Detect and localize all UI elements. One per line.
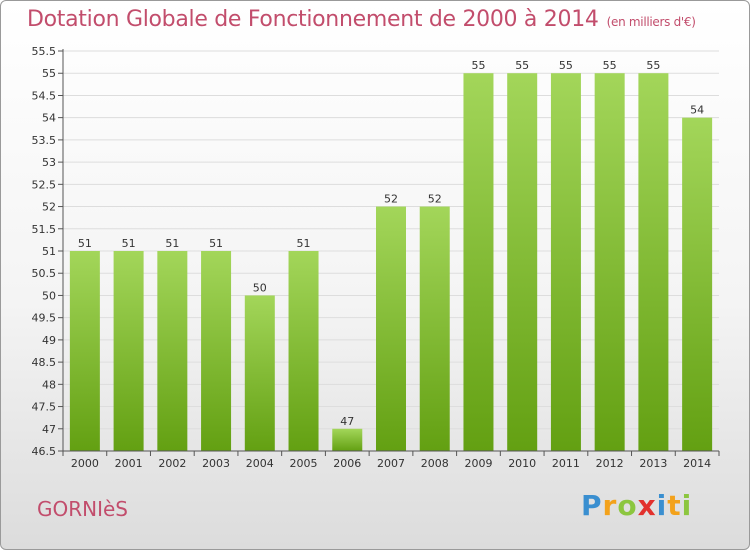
x-tick-label: 2010 xyxy=(508,457,536,470)
axes: 46.5 47 47.5 48 48.5 49 49.5 50 50.5 51 51.5 52 52.5… xyxy=(32,45,720,470)
bar xyxy=(376,206,406,451)
y-tick-label: 55 xyxy=(42,67,56,80)
x-tick-label: 2013 xyxy=(639,457,667,470)
x-tick-label: 2001 xyxy=(115,457,143,470)
bar-value-label: 55 xyxy=(559,59,573,72)
bar-value-label: 50 xyxy=(253,281,267,294)
y-tick-label: 52 xyxy=(42,201,56,214)
x-tick-label: 2006 xyxy=(333,457,361,470)
bar xyxy=(113,251,144,451)
bar xyxy=(201,251,232,451)
x-tick-label: 2005 xyxy=(290,457,318,470)
x-tick-label: 2004 xyxy=(246,457,274,470)
bar-value-label: 55 xyxy=(515,59,529,72)
y-tick-label: 55.5 xyxy=(32,45,57,58)
y-tick-label: 49 xyxy=(42,334,56,347)
logo-letter: x xyxy=(637,489,657,522)
chart-title: Dotation Globale de Fonctionnement de 20… xyxy=(27,7,696,32)
bar-value-label: 52 xyxy=(384,193,398,206)
y-tick-label: 47.5 xyxy=(32,401,57,414)
bar xyxy=(288,251,319,451)
bar xyxy=(507,73,538,451)
bars: 51 51 51 51 50 51 47 52 52 55 55 55 55 55 54 xyxy=(69,59,713,452)
bar-value-label: 51 xyxy=(165,237,179,250)
logo-letter: i xyxy=(681,489,693,522)
bar xyxy=(638,73,669,451)
bar-value-label: 55 xyxy=(471,59,485,72)
x-tick-label: 2007 xyxy=(377,457,405,470)
bar xyxy=(69,251,100,451)
x-tick-label: 2000 xyxy=(71,457,99,470)
bar-value-label: 51 xyxy=(209,237,223,250)
x-tick-label: 2012 xyxy=(596,457,624,470)
y-tick-label: 51.5 xyxy=(32,223,57,236)
x-tick-label: 2003 xyxy=(202,457,230,470)
bar-value-label: 51 xyxy=(122,237,136,250)
bar-value-label: 51 xyxy=(297,237,311,250)
x-tick-label: 2011 xyxy=(552,457,580,470)
logo-letter: r xyxy=(602,489,618,522)
bar xyxy=(463,73,494,451)
y-tick-label: 53 xyxy=(42,156,56,169)
bar xyxy=(419,206,450,451)
logo-letter: i xyxy=(656,489,668,522)
bar-value-label: 54 xyxy=(690,104,704,117)
bar-value-label: 51 xyxy=(78,237,92,250)
bar-value-label: 55 xyxy=(646,59,660,72)
chart-title-text: Dotation Globale de Fonctionnement de 20… xyxy=(27,7,599,32)
y-tick-label: 50 xyxy=(42,289,56,302)
y-tick-label: 48.5 xyxy=(32,356,57,369)
x-tick-label: 2014 xyxy=(683,457,711,470)
y-tick-label: 51 xyxy=(42,245,56,258)
bar xyxy=(682,117,713,452)
bar xyxy=(244,295,275,451)
x-tick-label: 2002 xyxy=(158,457,186,470)
y-tick-label: 54 xyxy=(42,112,56,125)
y-tick-label: 49.5 xyxy=(32,312,57,325)
logo-letter: o xyxy=(617,489,638,522)
y-tick-label: 46.5 xyxy=(32,445,57,458)
chart-unit: (en milliers d'€) xyxy=(606,15,696,29)
y-tick-label: 53.5 xyxy=(32,134,57,147)
y-tick-label: 50.5 xyxy=(32,267,57,280)
bar xyxy=(332,428,363,451)
x-tick-label: 2008 xyxy=(421,457,449,470)
bar-value-label: 52 xyxy=(428,193,442,206)
proxiti-logo: Proxiti xyxy=(581,489,692,522)
bar xyxy=(550,73,581,451)
x-tick-label: 2009 xyxy=(464,457,492,470)
bar-value-label: 47 xyxy=(340,415,354,428)
y-tick-label: 47 xyxy=(42,423,56,436)
commune-name: GORNIèS xyxy=(37,497,128,521)
bar-value-label: 55 xyxy=(603,59,617,72)
bar xyxy=(594,73,625,451)
logo-letter: t xyxy=(667,489,682,522)
y-tick-label: 52.5 xyxy=(32,178,57,191)
y-tick-label: 48 xyxy=(42,378,56,391)
bar xyxy=(157,251,188,451)
y-tick-label: 54.5 xyxy=(32,89,57,102)
logo-letter: P xyxy=(581,489,603,522)
